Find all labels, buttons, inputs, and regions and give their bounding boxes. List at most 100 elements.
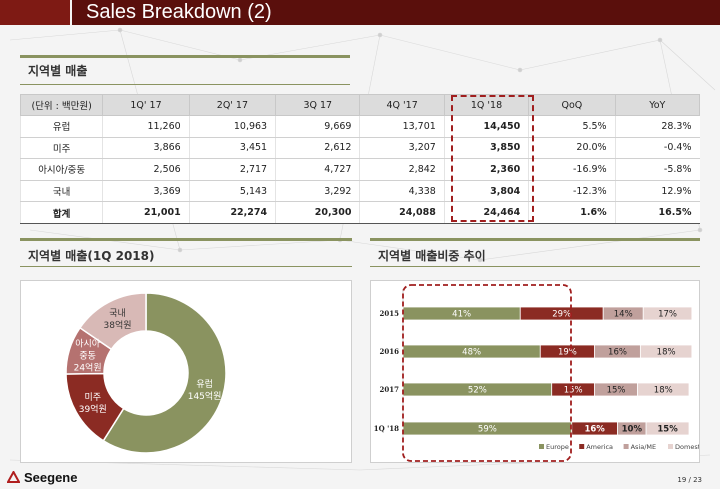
col-header: 3Q 17 — [275, 94, 361, 116]
table-cell: 24,464 — [443, 201, 529, 224]
table-cell: 11,260 — [102, 115, 190, 138]
table-header-row: (단위 : 백만원) 1Q' 17 2Q' 17 3Q 17 4Q '17 1Q… — [19, 94, 701, 116]
yoy-cell: 12.9% — [614, 180, 700, 203]
col-header: 2Q' 17 — [188, 94, 277, 116]
table-cell: 2,506 — [102, 158, 190, 181]
bar-value-label: 19% — [558, 348, 577, 358]
section-rule — [20, 84, 350, 85]
col-header: YoY — [614, 94, 701, 116]
company-logo: Seegene — [24, 470, 78, 485]
table-cell: 2,717 — [188, 158, 276, 181]
bar-value-label: 18% — [654, 386, 673, 396]
bar-panel: 2015 41% 29% 14% 17% 2016 48% 19% 16% 18% 2017 52% 1… — [370, 280, 706, 463]
qoq-cell: -12.3% — [528, 180, 616, 203]
table-cell: 24,088 — [359, 201, 445, 224]
section-title-donut: 지역별 매출(1Q 2018) — [28, 249, 155, 263]
bar-value-label: 17% — [658, 310, 677, 320]
bar-segment — [642, 306, 693, 321]
yoy-cell: 28.3% — [614, 115, 700, 138]
row-label: 미주 — [19, 137, 103, 160]
table-cell: 21,001 — [102, 201, 190, 224]
table-cell: 14,450 — [443, 115, 529, 138]
bar-value-label: 16% — [584, 425, 605, 435]
section-rule — [370, 238, 700, 241]
table-cell: 3,292 — [275, 180, 360, 203]
header-accent — [0, 0, 70, 25]
table-row: 유럽 11,260 10,963 9,669 13,701 14,450 5.5% 28.3% — [19, 115, 700, 138]
bar-value-label: 18% — [657, 348, 676, 358]
col-header: 4Q '17 — [359, 94, 445, 116]
legend-label: Asia/ME — [631, 443, 657, 451]
bar-value-label: 15% — [657, 425, 678, 435]
category-label: 1Q '18 — [374, 424, 399, 433]
table-cell: 13,701 — [359, 115, 445, 138]
row-label: 아시아/중동 — [19, 158, 103, 181]
bar-value-label: 10% — [622, 425, 643, 435]
donut-label: 아시아 중동 24억원 — [74, 338, 102, 373]
legend-swatch — [623, 444, 629, 449]
highlight-box-europe — [402, 284, 572, 462]
table-row: 합계 21,001 22,274 20,300 24,088 24,464 1.6% 16.5… — [19, 201, 700, 224]
table-cell: 3,866 — [102, 137, 190, 160]
seegene-logo-icon — [7, 471, 20, 483]
row-label: 유럽 — [19, 115, 103, 138]
table-cell: 4,727 — [275, 158, 360, 181]
highlight-box-1q18 — [451, 95, 534, 222]
section-rule — [20, 266, 352, 267]
section-title-share-trend: 지역별 매출비중 추이 — [378, 249, 486, 263]
donut-slice — [102, 292, 227, 454]
table-row: 미주 3,866 3,451 2,612 3,207 3,850 20.0% -0.4% — [19, 137, 700, 160]
bar-value-label: 29% — [552, 310, 571, 320]
donut-label: 유럽 145억원 — [188, 379, 222, 402]
table-cell: 20,300 — [275, 201, 360, 224]
table-cell: 3,451 — [188, 137, 276, 160]
table-cell: 2,842 — [359, 158, 445, 181]
col-header: QoQ — [528, 94, 616, 116]
table-cell: 9,669 — [275, 115, 360, 138]
table-cell: 5,143 — [188, 180, 276, 203]
yoy-cell: -5.8% — [614, 158, 700, 181]
section-rule — [370, 266, 700, 267]
bar-segment — [637, 382, 690, 397]
table-cell: 22,274 — [188, 201, 276, 224]
donut-label: 국내 38억원 — [104, 308, 132, 331]
category-label: 2016 — [380, 347, 400, 356]
table-row: 국내 3,369 5,143 3,292 4,338 3,804 -12.3% 12.9% — [19, 180, 700, 203]
category-label: 2017 — [380, 385, 400, 394]
yoy-cell: -0.4% — [614, 137, 700, 160]
bar-value-label: 48% — [462, 348, 481, 358]
row-label: 국내 — [19, 180, 103, 203]
row-label: 합계 — [19, 201, 103, 224]
table-cell: 3,804 — [443, 180, 529, 203]
donut-slice — [78, 292, 147, 351]
bar-value-label: 52% — [468, 386, 487, 396]
bar-segment — [645, 421, 690, 436]
legend-swatch — [579, 444, 585, 449]
category-label: 2015 — [380, 309, 400, 318]
slide-title: Sales Breakdown (2) — [86, 1, 272, 23]
header-bar — [72, 0, 720, 25]
legend-label: America — [586, 443, 613, 451]
legend-swatch — [539, 444, 544, 449]
bar-value-label: 15% — [607, 386, 626, 396]
stacked-bar-chart: 2015 41% 29% 14% 17% 2016 48% 19% 16% 18% 2017 52% 1… — [374, 284, 706, 462]
qoq-cell: 1.6% — [528, 201, 616, 224]
bar-value-label: 14% — [614, 310, 633, 320]
bar-value-label: 59% — [478, 425, 497, 435]
table-cell: 3,207 — [359, 137, 445, 160]
section-rule — [20, 55, 350, 58]
qoq-cell: -16.9% — [528, 158, 616, 181]
qoq-cell: 5.5% — [528, 115, 616, 138]
table-cell: 2,612 — [275, 137, 360, 160]
donut-label: 미주 39억원 — [79, 392, 107, 415]
qoq-cell: 20.0% — [528, 137, 616, 160]
legend-label: Europe — [546, 443, 569, 451]
page-number: 19 / 23 — [677, 476, 702, 484]
col-header: 1Q' 17 — [102, 94, 190, 116]
table-cell: 3,850 — [443, 137, 529, 160]
legend-swatch — [668, 444, 673, 449]
regional-sales-table: (단위 : 백만원) 1Q' 17 2Q' 17 3Q 17 4Q '17 1Q… — [19, 94, 701, 224]
section-title-regional-sales: 지역별 매출 — [28, 64, 88, 78]
